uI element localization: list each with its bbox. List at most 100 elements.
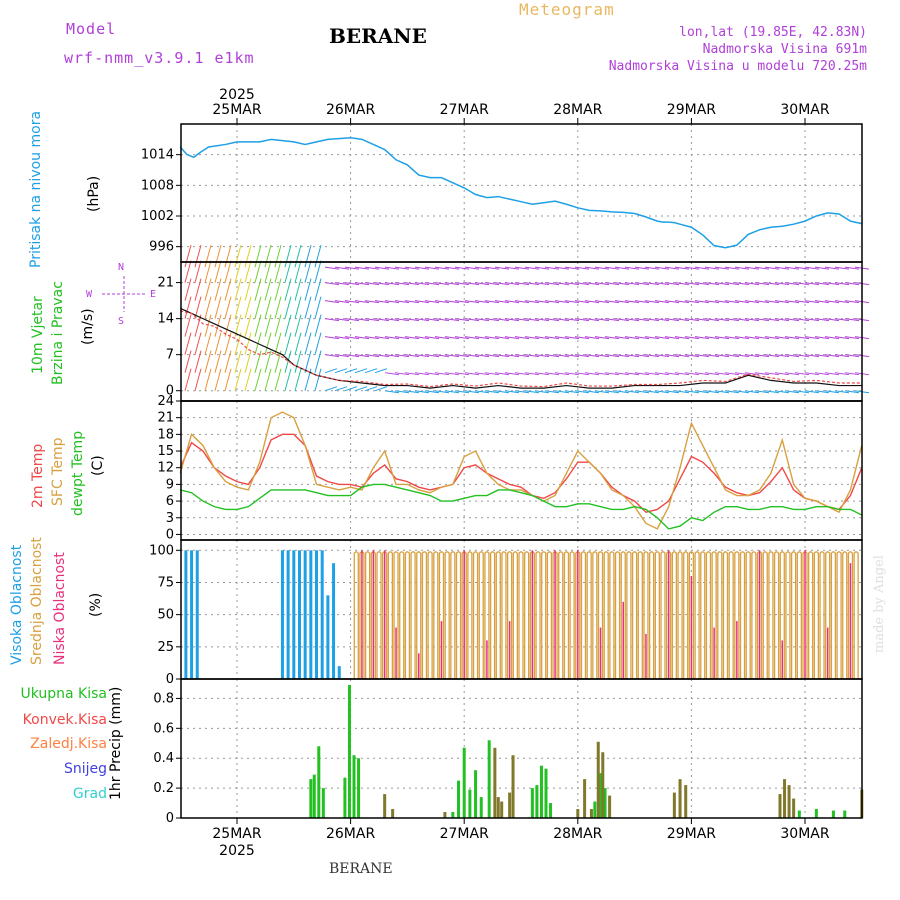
wind-barb (194, 350, 202, 373)
wind-barb (494, 354, 510, 358)
wind-barb (824, 318, 840, 322)
wind-barb (414, 336, 430, 340)
wind-barb (264, 278, 272, 301)
cloud-bar (643, 551, 649, 679)
wind-barb (484, 354, 500, 358)
wind-barb (454, 336, 470, 340)
x-tick-label: 27MAR (440, 102, 489, 118)
wind-barb (514, 282, 530, 286)
y-tick-label: 75 (157, 575, 174, 590)
wind-barb (754, 372, 770, 376)
wind-barb (354, 336, 370, 340)
precip-bar (312, 774, 316, 818)
wind-barb (454, 282, 470, 286)
wind-barb (554, 336, 570, 340)
wind-barb (774, 282, 790, 286)
cloud-bar (728, 551, 734, 679)
cloud-bar (450, 551, 456, 679)
wind-barb (444, 336, 460, 340)
cloud-bar (489, 551, 496, 679)
wind-barb (674, 336, 690, 340)
cloud-bar (421, 551, 428, 679)
cloud-bar (297, 550, 301, 679)
wind-barb (684, 336, 700, 340)
wind-barb (414, 318, 430, 322)
wind-barb (524, 390, 540, 394)
cloud-bar (558, 551, 564, 679)
wind-barb (644, 354, 660, 358)
wind-barb (804, 318, 820, 322)
wind-barb (844, 266, 860, 270)
wind-barb (634, 336, 650, 340)
wind-barb (344, 282, 360, 286)
cloud-bar (645, 633, 647, 679)
wind-barb (574, 390, 590, 394)
wind-speed-line (179, 307, 862, 389)
wind-barb (734, 300, 750, 304)
wind-barb (634, 354, 650, 358)
wind-barb (844, 336, 860, 340)
wind-barb (284, 368, 292, 391)
precip-bar (601, 752, 605, 818)
cloud-bar (631, 551, 638, 679)
wind-barb (204, 368, 212, 391)
cloud-bar (535, 551, 541, 679)
wind-barb (244, 296, 252, 319)
wind-barb (514, 266, 530, 270)
cloud-bar (512, 551, 518, 679)
wind-barb (714, 354, 730, 358)
cloud-bar (660, 551, 666, 679)
cloud-bar (690, 576, 693, 679)
wind-barb (454, 372, 470, 376)
wind-barb (484, 266, 500, 270)
precip-bar (493, 747, 497, 818)
wind-barb (684, 354, 700, 358)
cloud-bar (683, 551, 689, 679)
wind-barb (704, 390, 720, 394)
y-tick-label: 0 (166, 527, 174, 542)
wind-barb (234, 296, 242, 319)
wind-barb (374, 368, 388, 374)
y-tick-label: 14 (157, 312, 174, 327)
wind-barb (594, 390, 610, 394)
wind-barb (384, 372, 400, 376)
wind-barb (254, 368, 262, 391)
wind-barb (184, 368, 192, 391)
wind-barb (254, 278, 262, 301)
wind-barb (584, 354, 600, 358)
wind-barb (744, 390, 760, 394)
wind-barb (294, 332, 302, 355)
wind-barb (724, 282, 740, 286)
wind-barb (604, 390, 620, 394)
cloud-bar (648, 551, 655, 679)
pressure-line (179, 137, 862, 249)
y-tick-label: 6 (166, 494, 174, 509)
cloud-bar (541, 551, 547, 679)
wind-barb (274, 314, 282, 337)
wind-barb (574, 336, 590, 340)
cloud-bar (190, 550, 194, 679)
wind-barb (814, 300, 830, 304)
wind-barb (554, 318, 570, 322)
wind-barb (334, 386, 348, 392)
precip-bar (391, 809, 395, 818)
wind-barb (594, 354, 610, 358)
wind-barb (314, 368, 322, 391)
wind-barb (394, 390, 410, 394)
cloud-bar (478, 551, 484, 679)
wind-barb (554, 300, 570, 304)
wind-barb (704, 318, 720, 322)
wind-barb (794, 390, 810, 394)
wind-barb (544, 336, 560, 340)
wind-barb (504, 372, 520, 376)
wind-barb (814, 336, 830, 340)
elevation-label: Nadmorska Visina 691m (702, 42, 867, 57)
wind-barb (654, 354, 670, 358)
wind-barb (354, 282, 370, 286)
wind-barb (594, 300, 610, 304)
x-tick-label: 28MAR (553, 102, 602, 118)
wind-barb (304, 278, 312, 301)
wind-barb (414, 266, 430, 270)
cloud-bar (495, 551, 501, 679)
y-tick-label: 0 (166, 811, 174, 826)
